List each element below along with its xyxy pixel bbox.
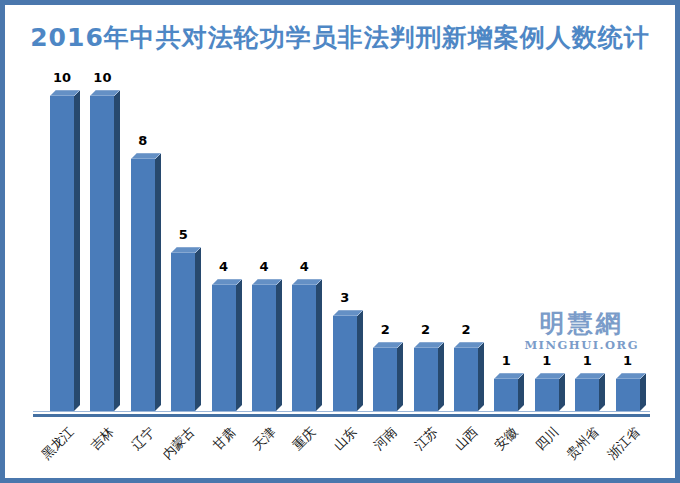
bar	[90, 90, 120, 411]
bar-value-label: 1	[571, 354, 603, 368]
watermark-latin-text: MINGHUI.ORG	[524, 338, 639, 352]
bar	[252, 279, 282, 411]
bar-value-label: 4	[288, 260, 320, 274]
bar	[131, 153, 161, 411]
bar-value-label: 2	[369, 323, 401, 337]
bar	[575, 373, 605, 411]
bar-value-label: 2	[410, 323, 442, 337]
bar	[373, 342, 403, 411]
bar	[292, 279, 322, 411]
bar-value-label: 1	[612, 354, 644, 368]
x-axis-labels: 黑龙江吉林辽宁内蒙古甘肃天津重庆山东河南江苏山西安徽四川贵州省浙江省	[33, 411, 646, 481]
chart-title: 2016年中共对法轮功学员非法判刑新增案例人数统计	[5, 21, 675, 54]
bar	[454, 342, 484, 411]
bar-value-label: 10	[86, 71, 118, 85]
bar	[535, 373, 565, 411]
bar	[50, 90, 80, 411]
bar-value-label: 1	[531, 354, 563, 368]
bar	[414, 342, 444, 411]
bar-value-label: 2	[450, 323, 482, 337]
bar-value-label: 1	[490, 354, 522, 368]
chart-frame: 2016年中共对法轮功学员非法判刑新增案例人数统计 黑龙江吉林辽宁内蒙古甘肃天津…	[0, 0, 680, 483]
bar-value-label: 4	[248, 260, 280, 274]
bar	[171, 247, 201, 411]
bar-value-label: 4	[208, 260, 240, 274]
bar	[212, 279, 242, 411]
bar-value-label: 8	[127, 134, 159, 148]
minghui-watermark: 明慧網 MINGHUI.ORG	[524, 310, 639, 352]
bar	[333, 310, 363, 411]
bar-value-label: 10	[46, 71, 78, 85]
bar-value-label: 3	[329, 291, 361, 305]
bar	[616, 373, 646, 411]
watermark-cjk-text: 明慧網	[524, 310, 639, 337]
plot-area: 黑龙江吉林辽宁内蒙古甘肃天津重庆山东河南江苏山西安徽四川贵州省浙江省 10108…	[33, 90, 646, 411]
bar	[494, 373, 524, 411]
bar-value-label: 5	[167, 228, 199, 242]
